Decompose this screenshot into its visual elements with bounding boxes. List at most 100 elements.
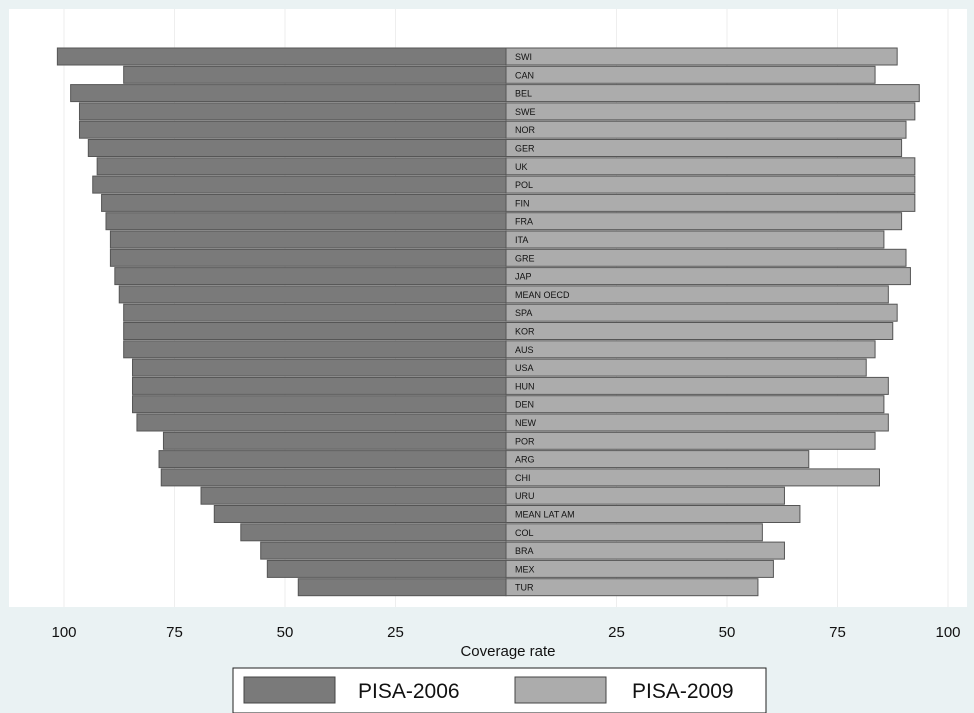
bar-pisa-2009 (505, 395, 885, 414)
x-tick-label-left: 100 (51, 624, 76, 641)
x-tick-label-right: 50 (719, 624, 736, 641)
bar-pisa-2006 (123, 340, 507, 359)
bar-pisa-2009 (505, 358, 867, 377)
bar-pisa-2009 (505, 120, 907, 139)
bar-pisa-2006 (123, 322, 507, 340)
category-label: NOR (515, 125, 536, 135)
bar-pisa-2006 (123, 303, 507, 322)
legend-label: PISA-2006 (358, 680, 460, 703)
category-label: BEL (515, 89, 532, 99)
bar-pisa-2009 (505, 230, 885, 249)
bar-pisa-2006 (297, 578, 507, 597)
bar-pisa-2009 (505, 431, 876, 450)
x-tick-label-right: 75 (829, 624, 846, 641)
bar-pisa-2009 (505, 175, 916, 194)
bar-pisa-2006 (213, 505, 507, 523)
bar-pisa-2009 (505, 468, 880, 487)
bar-pisa-2009 (505, 193, 916, 212)
bar-pisa-2009 (505, 303, 898, 322)
category-label: DEN (515, 400, 534, 410)
bar-pisa-2006 (200, 486, 507, 505)
legend: PISA-2006 PISA-2009 (232, 667, 767, 713)
bar-pisa-2006 (70, 84, 507, 103)
category-label: ARG (515, 455, 535, 465)
bar-pisa-2006 (162, 431, 507, 450)
bar-pisa-2006 (136, 413, 507, 432)
bars (56, 47, 920, 597)
bar-pisa-2006 (132, 376, 507, 395)
bar-pisa-2009 (505, 486, 785, 505)
category-label: SPA (515, 308, 532, 318)
category-label: NEW (515, 418, 537, 428)
bar-pisa-2009 (505, 47, 898, 66)
category-label: GER (515, 144, 535, 154)
bar-pisa-2006 (56, 47, 507, 66)
bar-pisa-2009 (505, 413, 889, 432)
bar-pisa-2006 (260, 541, 507, 560)
bar-pisa-2009 (505, 212, 903, 231)
category-label: UK (515, 162, 528, 172)
category-label: HUN (515, 381, 535, 391)
bar-pisa-2006 (109, 230, 507, 249)
bar-pisa-2009 (505, 248, 907, 267)
legend-label: PISA-2009 (632, 680, 734, 703)
bar-pisa-2009 (505, 450, 810, 469)
category-label: MEX (515, 564, 535, 574)
category-label: FIN (515, 198, 530, 208)
x-axis-title: Coverage rate (460, 643, 555, 660)
bar-pisa-2009 (505, 285, 889, 304)
category-label: SWE (515, 107, 536, 117)
category-label: MEAN OECD (515, 290, 570, 300)
legend-swatch (514, 676, 607, 704)
bar-pisa-2009 (505, 559, 774, 578)
category-label: SWI (515, 52, 532, 62)
bar-pisa-2006 (160, 468, 507, 487)
category-label: KOR (515, 327, 535, 337)
bar-pisa-2006 (240, 523, 507, 542)
category-label: JAP (515, 272, 532, 282)
bar-pisa-2009 (505, 102, 916, 121)
x-tick-label-right: 25 (608, 624, 625, 641)
category-label: FRA (515, 217, 533, 227)
category-label: AUS (515, 345, 534, 355)
bar-pisa-2006 (123, 65, 507, 84)
x-tick-label-left: 75 (166, 624, 183, 641)
bar-pisa-2006 (101, 193, 507, 212)
category-label: MEAN LAT AM (515, 510, 575, 520)
category-label: COL (515, 528, 534, 538)
bar-pisa-2009 (505, 505, 801, 523)
bar-pisa-2006 (266, 559, 507, 578)
category-label: USA (515, 363, 534, 373)
bar-pisa-2009 (505, 322, 894, 340)
category-label: CAN (515, 70, 534, 80)
bar-pisa-2009 (505, 139, 903, 157)
x-tick-label-left: 25 (387, 624, 404, 641)
bar-pisa-2006 (132, 358, 507, 377)
bar-pisa-2006 (109, 248, 507, 267)
bar-pisa-2009 (505, 523, 763, 542)
category-labels: SWI CAN BEL SWE NOR GER UK POL FIN FRA ITA GRE JAP ME… (515, 52, 575, 593)
bar-pisa-2006 (105, 212, 507, 231)
category-label: GRE (515, 253, 535, 263)
bar-pisa-2006 (92, 175, 507, 194)
bar-pisa-2009 (505, 157, 916, 176)
bar-pisa-2009 (505, 376, 889, 395)
bar-pisa-2009 (505, 65, 876, 84)
bar-pisa-2006 (114, 267, 507, 286)
category-label: URU (515, 491, 535, 501)
bar-pisa-2009 (505, 84, 920, 103)
bar-pisa-2006 (78, 102, 507, 121)
bar-pisa-2009 (505, 340, 876, 359)
bar-pisa-2006 (96, 157, 507, 176)
x-tick-label-left: 50 (277, 624, 294, 641)
category-label: ITA (515, 235, 528, 245)
bar-pisa-2009 (505, 541, 785, 560)
bar-pisa-2009 (505, 267, 911, 286)
x-tick-label-right: 100 (935, 624, 960, 641)
bar-pisa-2006 (158, 450, 507, 469)
bar-pisa-2006 (132, 395, 507, 414)
category-label: TUR (515, 583, 534, 593)
category-label: POL (515, 180, 533, 190)
